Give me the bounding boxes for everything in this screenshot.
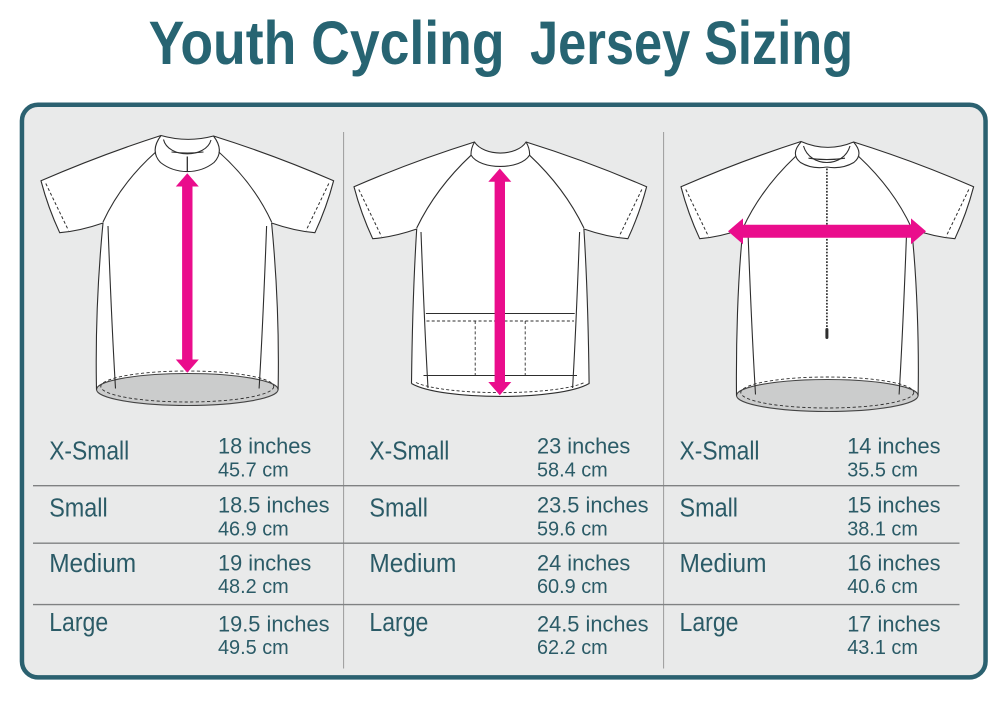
svg-text:19.5 inches: 19.5 inches bbox=[218, 611, 330, 636]
svg-text:24 inches: 24 inches bbox=[537, 551, 630, 576]
svg-text:59.6 cm: 59.6 cm bbox=[537, 519, 608, 541]
svg-text:46.9 cm: 46.9 cm bbox=[218, 519, 289, 541]
svg-text:38.1 cm: 38.1 cm bbox=[847, 519, 918, 541]
svg-text:48.2 cm: 48.2 cm bbox=[218, 576, 289, 598]
svg-text:45.7 cm: 45.7 cm bbox=[218, 460, 289, 482]
svg-text:Large: Large bbox=[680, 609, 739, 637]
svg-text:Small: Small bbox=[369, 494, 428, 522]
svg-text:24.5 inches: 24.5 inches bbox=[537, 611, 649, 636]
svg-text:58.4 cm: 58.4 cm bbox=[537, 460, 608, 482]
svg-text:17 inches: 17 inches bbox=[847, 611, 940, 636]
svg-text:Large: Large bbox=[369, 609, 428, 637]
svg-text:15 inches: 15 inches bbox=[847, 493, 940, 518]
svg-text:14 inches: 14 inches bbox=[847, 433, 940, 458]
svg-text:23 inches: 23 inches bbox=[537, 433, 630, 458]
svg-text:Small: Small bbox=[680, 494, 739, 522]
svg-text:Youth Cycling: Youth Cycling bbox=[149, 9, 505, 77]
svg-text:Large: Large bbox=[49, 609, 108, 637]
svg-text:X-Small: X-Small bbox=[49, 438, 129, 466]
svg-text:49.5 cm: 49.5 cm bbox=[218, 637, 289, 659]
svg-text:43.1 cm: 43.1 cm bbox=[847, 637, 918, 659]
svg-text:19 inches: 19 inches bbox=[218, 551, 311, 576]
svg-text:Small: Small bbox=[49, 494, 107, 522]
svg-text:X-Small: X-Small bbox=[369, 438, 449, 466]
svg-text:62.2 cm: 62.2 cm bbox=[537, 637, 608, 659]
svg-text:40.6 cm: 40.6 cm bbox=[847, 576, 918, 598]
svg-text:35.5 cm: 35.5 cm bbox=[847, 460, 918, 482]
svg-text:18.5 inches: 18.5 inches bbox=[218, 493, 330, 518]
svg-text:23.5 inches: 23.5 inches bbox=[537, 493, 649, 518]
svg-text:60.9 cm: 60.9 cm bbox=[537, 576, 608, 598]
svg-text:18 inches: 18 inches bbox=[218, 433, 311, 458]
svg-text:Medium: Medium bbox=[680, 550, 767, 578]
svg-text:16 inches: 16 inches bbox=[847, 551, 940, 576]
svg-text:Medium: Medium bbox=[369, 550, 456, 578]
svg-text:X-Small: X-Small bbox=[680, 438, 760, 466]
svg-text:Jersey Sizing: Jersey Sizing bbox=[530, 9, 853, 77]
svg-text:Medium: Medium bbox=[49, 550, 136, 578]
